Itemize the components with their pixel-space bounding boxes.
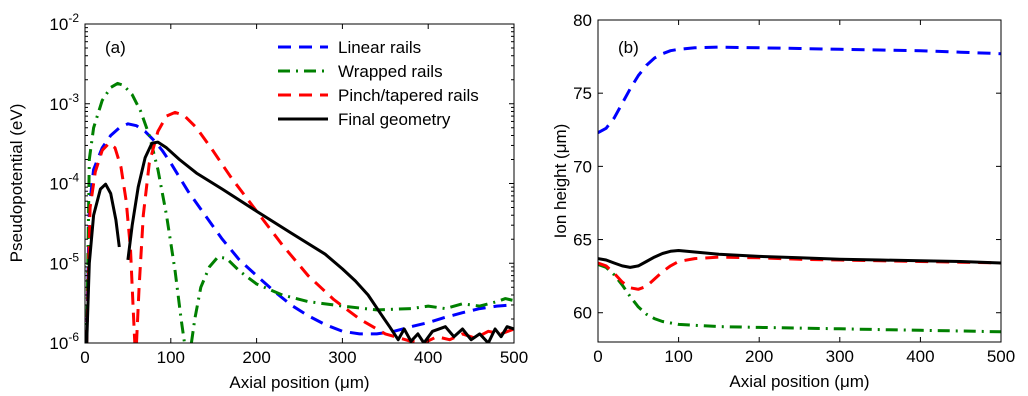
axes-frame xyxy=(597,19,1002,343)
plot-area xyxy=(85,24,514,343)
series-line-series-2 xyxy=(598,262,1001,334)
x-tick-label: 200 xyxy=(242,348,270,367)
y-tick-base: 10 xyxy=(49,334,68,353)
x-tick-label: 300 xyxy=(826,347,854,366)
series-line-series-4 xyxy=(598,249,1001,269)
series-line-series-1 xyxy=(598,45,1001,135)
y-tick-exponent: -5 xyxy=(68,250,79,264)
x-tick-label: 500 xyxy=(987,347,1015,366)
y-tick-label: 75 xyxy=(573,84,592,103)
y-tick-label: 10-3 xyxy=(49,91,79,114)
series-line-wrapped-rails xyxy=(85,81,186,343)
y-tick-exponent: -3 xyxy=(68,91,79,105)
y-axis-label: Ion height (μm) xyxy=(551,124,570,239)
legend-label: Final geometry xyxy=(338,110,451,129)
legend-label: Linear rails xyxy=(338,38,421,57)
legend: Linear rails Wrapped rails Pinch/tapered r… xyxy=(278,38,479,129)
y-tick-base: 10 xyxy=(49,15,68,34)
legend-label: Wrapped rails xyxy=(338,62,443,81)
y-tick-exponent: -4 xyxy=(68,171,79,185)
x-tick-label: 500 xyxy=(500,348,528,367)
y-tick-label: 10-2 xyxy=(49,11,79,34)
x-tick-label: 200 xyxy=(745,347,773,366)
panel-label: (b) xyxy=(618,38,639,57)
y-tick-label: 10-5 xyxy=(49,250,79,273)
x-tick-label: 100 xyxy=(664,347,692,366)
y-tick-exponent: -2 xyxy=(68,11,79,25)
y-tick-base: 10 xyxy=(49,95,68,114)
y-tick-base: 10 xyxy=(49,254,68,273)
panel-a: 0 100 200 300 400 50010-610-510-410-310-2Axia… xyxy=(7,11,528,392)
y-tick-base: 10 xyxy=(49,175,68,194)
series-line-final-geometry xyxy=(85,182,121,343)
y-tick-label: 65 xyxy=(573,231,592,250)
y-tick-exponent: -6 xyxy=(68,330,79,344)
y-tick-label: 70 xyxy=(573,157,592,176)
x-tick-label: 400 xyxy=(414,348,442,367)
y-tick-label: 60 xyxy=(573,304,592,323)
x-axis-label: Axial position (μm) xyxy=(729,372,869,391)
x-tick-label: 0 xyxy=(593,347,602,366)
series-line-pinch-tapered-rails xyxy=(85,141,137,343)
y-tick-label: 10-4 xyxy=(49,171,79,194)
series-line-final-geometry xyxy=(126,140,514,343)
legend-label: Pinch/tapered rails xyxy=(338,86,479,105)
panel-b: 0 100 200 300 400 500 60 65 70 75 80 Axial position… xyxy=(551,11,1015,391)
series-group xyxy=(85,81,514,343)
x-tick-label: 400 xyxy=(906,347,934,366)
series-line-wrapped-rails xyxy=(189,255,514,343)
y-axis-label: Pseudopotential (eV) xyxy=(7,104,26,263)
series-line-pinch-tapered-rails xyxy=(135,110,514,343)
x-tick-label: 300 xyxy=(328,348,356,367)
plot-area xyxy=(598,20,1001,342)
series-group xyxy=(598,45,1001,334)
y-tick-label: 80 xyxy=(573,11,592,30)
x-tick-label: 100 xyxy=(157,348,185,367)
series-line-linear-rails xyxy=(85,122,514,343)
x-axis-label: Axial position (μm) xyxy=(229,373,369,392)
x-tick-label: 0 xyxy=(80,348,89,367)
panel-label: (a) xyxy=(105,38,126,57)
y-tick-label: 10-6 xyxy=(49,330,79,353)
